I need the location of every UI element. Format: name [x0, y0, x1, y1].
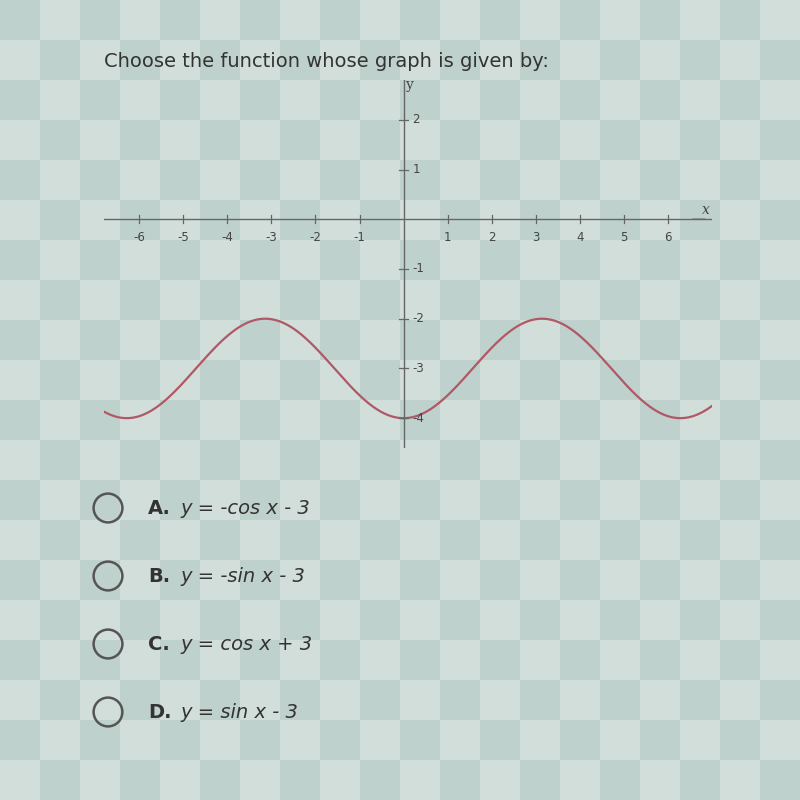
Text: -1: -1: [413, 262, 424, 275]
Text: -6: -6: [134, 230, 145, 244]
Text: 6: 6: [664, 230, 672, 244]
Text: D.: D.: [148, 702, 171, 722]
Text: 2: 2: [488, 230, 495, 244]
Text: 5: 5: [620, 230, 627, 244]
Text: -2: -2: [310, 230, 322, 244]
Text: -5: -5: [178, 230, 189, 244]
Text: B.: B.: [148, 566, 170, 586]
Text: y = cos x + 3: y = cos x + 3: [180, 634, 312, 654]
Text: C.: C.: [148, 634, 170, 654]
Text: -3: -3: [413, 362, 424, 375]
Text: y = -cos x - 3: y = -cos x - 3: [180, 498, 310, 518]
Text: y = -sin x - 3: y = -sin x - 3: [180, 566, 305, 586]
Text: 1: 1: [444, 230, 451, 244]
Text: -4: -4: [413, 412, 424, 425]
Text: A.: A.: [148, 498, 171, 518]
Text: 3: 3: [532, 230, 539, 244]
Text: -4: -4: [222, 230, 234, 244]
Text: 2: 2: [413, 114, 420, 126]
Text: 1: 1: [413, 163, 420, 176]
Text: x: x: [702, 202, 710, 217]
Text: Choose the function whose graph is given by:: Choose the function whose graph is given…: [104, 52, 549, 71]
Text: -3: -3: [266, 230, 278, 244]
Text: y = sin x - 3: y = sin x - 3: [180, 702, 298, 722]
Text: -2: -2: [413, 312, 424, 326]
Text: y: y: [406, 78, 414, 93]
Text: 4: 4: [576, 230, 583, 244]
Text: -1: -1: [354, 230, 366, 244]
